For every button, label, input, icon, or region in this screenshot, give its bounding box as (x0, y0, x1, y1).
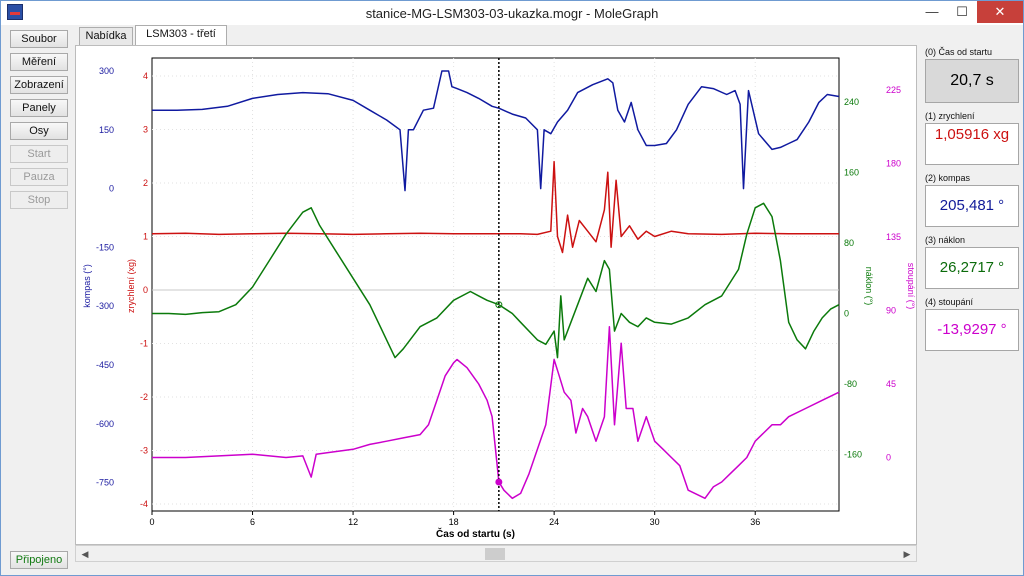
window-title: stanice-MG-LSM303-03-ukazka.mogr - MoleG… (365, 6, 659, 21)
y-tick-label: -80 (844, 379, 857, 389)
y-tick-label: 80 (844, 238, 854, 248)
panel-value-kompas: 205,481 ° (925, 185, 1019, 227)
horizontal-scrollbar[interactable]: ◀ ▶ (75, 545, 917, 562)
y-axis-label: stoupání (°) (906, 263, 916, 310)
y-axis-label: náklon (°) (864, 267, 874, 306)
y-tick-label: -150 (96, 242, 114, 252)
panel-label-kompas: (2) kompas (925, 173, 971, 183)
y-tick-label: -750 (96, 478, 114, 488)
y-tick-label: 3 (143, 125, 148, 135)
series-line-stoupání (152, 326, 840, 500)
scroll-right-arrow-icon[interactable]: ▶ (903, 549, 911, 559)
y-tick-label: -160 (844, 450, 862, 460)
y-tick-label: 160 (844, 168, 859, 178)
pauza-button[interactable]: Pauza (10, 168, 68, 186)
x-tick-label: 36 (750, 517, 760, 527)
panel-label-stoupani: (4) stoupání (925, 297, 974, 307)
y-tick-label: -2 (140, 392, 148, 402)
panel-label-naklon: (3) náklon (925, 235, 966, 245)
title-bar: stanice-MG-LSM303-03-ukazka.mogr - MoleG… (1, 1, 1023, 25)
x-tick-label: 6 (250, 517, 255, 527)
y-tick-label: 225 (886, 85, 901, 95)
series-lines (151, 70, 840, 500)
panel-value-stoupani: -13,9297 ° (925, 309, 1019, 351)
y-tick-label: 0 (143, 285, 148, 295)
y-axis-label: zrychlení (xg) (126, 259, 136, 313)
sidebar: Soubor Měření Zobrazení Panely Osy Start… (1, 25, 75, 575)
y-tick-label: 0 (109, 184, 114, 194)
plot-frame (151, 57, 840, 512)
x-tick-label: 18 (449, 517, 459, 527)
scrollbar-thumb[interactable] (485, 548, 505, 560)
grid (151, 57, 840, 512)
close-button[interactable]: ✕ (977, 1, 1023, 23)
tab-lsm303-treti-test[interactable]: LSM303 - třetí test (135, 25, 227, 57)
connection-status-button[interactable]: Připojeno (10, 551, 68, 569)
y-tick-label: -450 (96, 360, 114, 370)
panel-value-cas: 20,7 s (925, 59, 1019, 103)
start-button[interactable]: Start (10, 145, 68, 163)
mereni-button[interactable]: Měření (10, 53, 68, 71)
x-tick-label: 30 (650, 517, 660, 527)
scroll-left-arrow-icon[interactable]: ◀ (81, 549, 89, 559)
cursor-marker-naklon (495, 301, 503, 309)
maximize-button[interactable]: ☐ (956, 4, 968, 19)
series-line-kompas (152, 70, 840, 192)
x-axis-label: Čas od startu (s) (436, 527, 515, 540)
molegraph-app-icon (7, 4, 23, 20)
stop-button[interactable]: Stop (10, 191, 68, 209)
x-tick-label: 0 (149, 517, 154, 527)
y-tick-label: -600 (96, 419, 114, 429)
panel-label-cas: (0) Čas od startu (925, 47, 993, 57)
zobrazeni-button[interactable]: Zobrazení (10, 76, 68, 94)
panel-label-zrychleni: (1) zrychlení (925, 111, 975, 121)
y-tick-label: 2 (143, 178, 148, 188)
x-tick-label: 24 (549, 517, 559, 527)
y-tick-label: 4 (143, 71, 148, 81)
tab-bar: Nabídka LSM303 - třetí test (75, 25, 915, 57)
minimize-button[interactable]: — (925, 4, 939, 19)
y-tick-label: 1 (143, 232, 148, 242)
y-tick-label: 90 (886, 306, 896, 316)
tab-nabidka[interactable]: Nabídka (79, 27, 133, 46)
osy-button[interactable]: Osy (10, 122, 68, 140)
series-line-náklon (152, 202, 840, 359)
y-tick-label: 180 (886, 159, 901, 169)
x-tick-label: 12 (348, 517, 358, 527)
plot-area[interactable]: 0 6 12 18 24 30 36 Čas od startu (s) 300 150 0 -150… (75, 45, 917, 545)
y-axis-label: kompas (°) (82, 264, 92, 308)
y-tick-label: 240 (844, 97, 859, 107)
y-tick-label: -3 (140, 446, 148, 456)
y-tick-label: 300 (99, 66, 114, 76)
y-tick-label: 0 (844, 309, 849, 319)
soubor-button[interactable]: Soubor (10, 30, 68, 48)
y-tick-label: -1 (140, 339, 148, 349)
value-panels: (0) Čas od startu 20,7 s (1) zrychlení 1… (921, 45, 1021, 555)
y-tick-label: 150 (99, 125, 114, 135)
y-tick-label: -4 (140, 499, 148, 509)
series-line-zrychlení (151, 160, 839, 254)
y-tick-label: 45 (886, 379, 896, 389)
time-cursor[interactable] (495, 58, 503, 511)
y-tick-label: 135 (886, 232, 901, 242)
y-tick-label: 0 (886, 453, 891, 463)
panel-value-zrychleni: 1,05916 xg (925, 123, 1019, 165)
panel-value-naklon: 26,2717 ° (925, 247, 1019, 289)
panely-button[interactable]: Panely (10, 99, 68, 117)
y-tick-label: -300 (96, 301, 114, 311)
cursor-marker-stoupani (495, 478, 503, 486)
